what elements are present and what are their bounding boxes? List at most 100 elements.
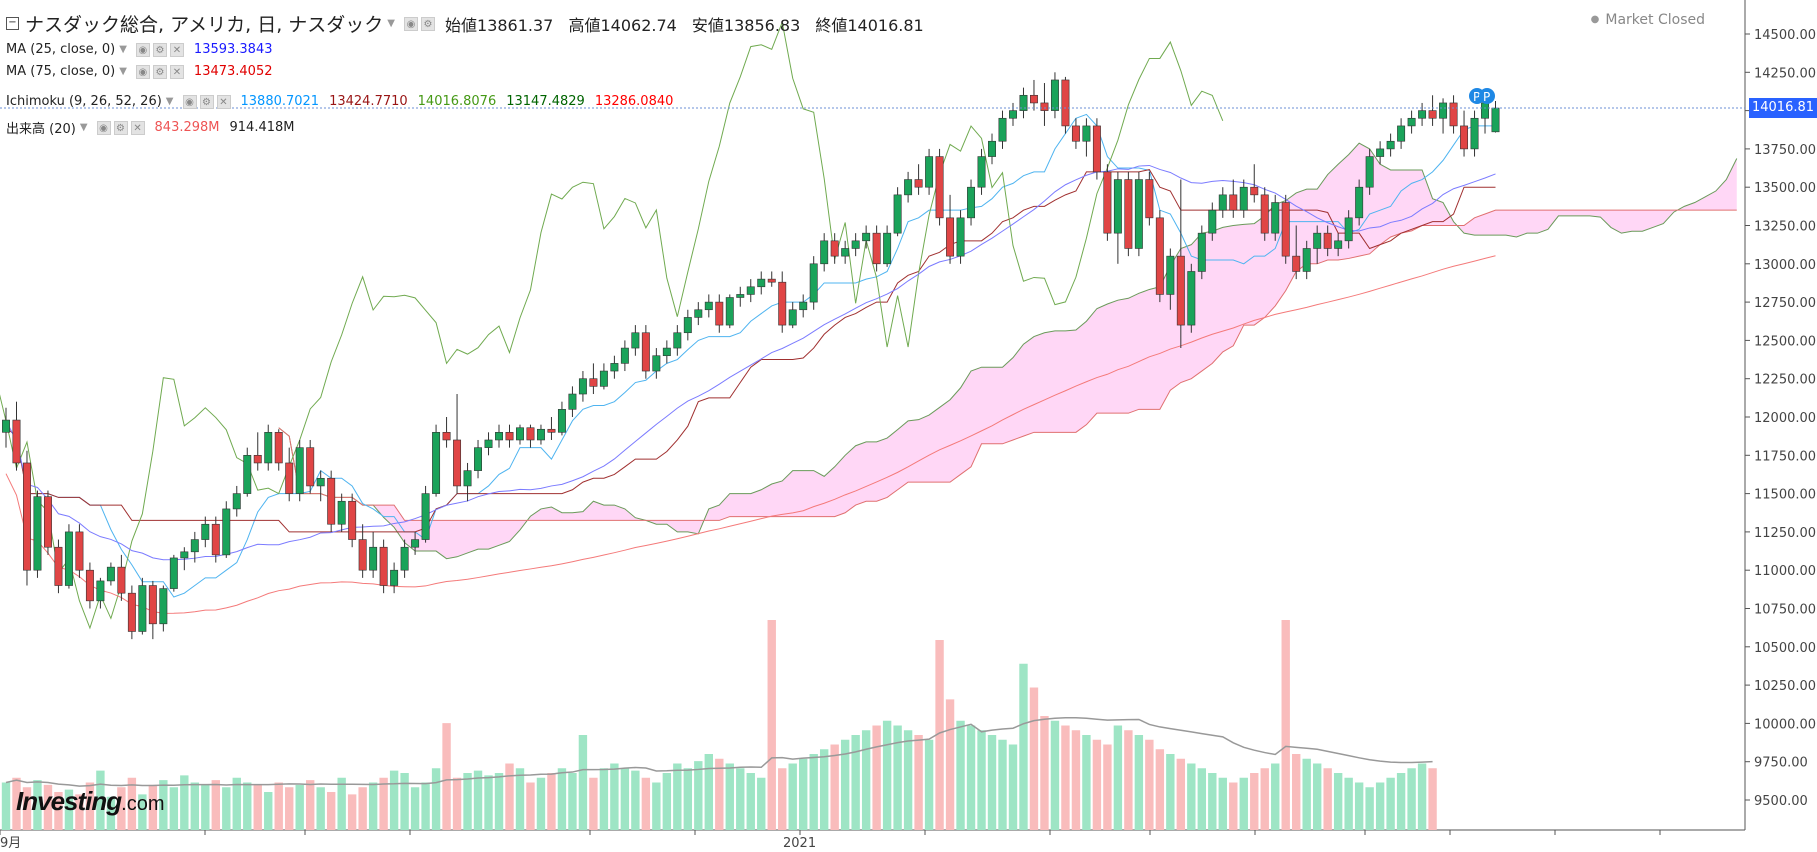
candle-body (641, 332, 650, 372)
volume-bar (54, 792, 63, 830)
gear-icon[interactable]: ⚙ (199, 94, 214, 109)
close-icon[interactable]: ✕ (169, 64, 184, 79)
chevron-down-icon[interactable]: ▼ (79, 122, 88, 133)
volume-bar (1197, 768, 1206, 830)
volume-bar (935, 640, 944, 830)
candle-body (1134, 179, 1143, 249)
chevron-down-icon[interactable]: ▼ (119, 44, 127, 55)
ma25-label[interactable]: MA (25, close, 0) (6, 42, 116, 57)
ichimoku-label[interactable]: Ichimoku (9, 26, 52, 26) (6, 94, 162, 109)
candle-body (1229, 194, 1238, 211)
candle-body (1386, 140, 1395, 150)
candle-body (43, 496, 52, 548)
candle-body (23, 462, 31, 571)
gear-icon[interactable]: ⚙ (113, 120, 128, 135)
candle-body (400, 546, 409, 571)
candle-body (946, 217, 955, 257)
minus-square-icon[interactable]: − (6, 17, 19, 30)
candle-body (379, 546, 388, 586)
close-icon[interactable]: ✕ (216, 94, 231, 109)
candle-body (117, 566, 126, 594)
volume-bar (1229, 782, 1238, 830)
candle-body (1428, 110, 1437, 119)
candle-body (1271, 202, 1280, 234)
candle-body (1176, 255, 1185, 326)
ohlc-values: 始値13861.37 高値14062.74 安値13856.83 終値14016… (445, 12, 934, 36)
candle-body (232, 493, 241, 510)
volume-bar (1, 782, 11, 830)
volume-bar (956, 720, 965, 830)
volume-bar (945, 699, 955, 830)
volume-bar (253, 784, 262, 830)
volume-bar (1302, 758, 1311, 830)
candle-body (1439, 102, 1448, 119)
volume-bar (914, 735, 923, 830)
volume-bar (1155, 749, 1165, 830)
symbol-name[interactable]: ナスダック総合, アメリカ, 日, ナスダック (25, 14, 384, 36)
volume-bar (736, 768, 745, 830)
volume-bar (704, 754, 713, 830)
volume-bar (557, 768, 567, 830)
volume-bar (1365, 787, 1374, 830)
candle-body (54, 546, 63, 586)
volume-bar (1008, 744, 1018, 830)
chevron-down-icon[interactable]: ▼ (119, 66, 127, 77)
candle-body (652, 355, 661, 372)
volume-bar (767, 620, 776, 830)
volume-bar (757, 777, 766, 830)
ichimoku-span-b (278, 209, 1737, 521)
candle-body (190, 539, 199, 553)
volume-bar (673, 763, 682, 830)
volume-bar (96, 770, 105, 830)
event-marker (1479, 88, 1495, 104)
candle-body (180, 551, 189, 559)
volume-bar (903, 730, 913, 830)
candle-body (1460, 125, 1469, 150)
volume-bar (421, 782, 430, 830)
volume-bar (180, 775, 189, 830)
volume-bar (809, 754, 818, 830)
gear-icon[interactable]: ⚙ (421, 16, 435, 31)
volume-bar (840, 739, 850, 830)
candle-body (1197, 232, 1206, 272)
gear-icon[interactable]: ⚙ (152, 42, 167, 57)
candle-body (1281, 202, 1290, 257)
close-icon[interactable]: ✕ (169, 42, 184, 57)
current-price-tag: 14016.81 (1749, 98, 1817, 119)
chevron-down-icon[interactable]: ▼ (165, 96, 174, 107)
eye-icon[interactable]: ◉ (135, 64, 150, 79)
eye-icon[interactable]: ◉ (404, 16, 418, 31)
legend-ichimoku: Ichimoku (9, 26, 52, 26) ▼ ◉ ⚙ ✕ 13880.7021… (6, 94, 673, 109)
candle-body (1187, 271, 1196, 326)
candle-body (463, 470, 472, 487)
ma75-label[interactable]: MA (75, close, 0) (6, 64, 116, 79)
eye-icon[interactable]: ◉ (135, 42, 150, 57)
volume-bar (924, 739, 934, 830)
eye-icon[interactable]: ◉ (182, 94, 197, 109)
y-tick-label: 10750.00 (1754, 603, 1816, 618)
candle-body (977, 156, 986, 188)
chevron-down-icon[interactable]: ▼ (387, 18, 395, 29)
volume-bar (1323, 768, 1332, 830)
volume-label[interactable]: 出来高 (20) (6, 122, 76, 137)
gear-icon[interactable]: ⚙ (152, 64, 167, 79)
candle-body (1376, 148, 1385, 157)
volume-bar (138, 794, 147, 830)
volume-bar (746, 773, 755, 830)
candle-body (1166, 255, 1175, 295)
ma75-value: 13473.4052 (193, 64, 273, 79)
eye-icon[interactable]: ◉ (96, 120, 111, 135)
candle-body (12, 419, 21, 464)
close-icon[interactable]: ✕ (130, 120, 145, 135)
candle-body (1250, 186, 1259, 196)
y-tick-label: 12250.00 (1754, 373, 1816, 388)
event-marker-label: P (1473, 90, 1480, 104)
candle-body (610, 363, 619, 372)
candle-body (1334, 240, 1343, 249)
candle-body (1124, 179, 1133, 249)
volume-bar (148, 784, 158, 830)
ichimoku-conversion-line (5, 113, 1496, 598)
volume-bar (882, 720, 892, 830)
candle-body (201, 523, 210, 540)
